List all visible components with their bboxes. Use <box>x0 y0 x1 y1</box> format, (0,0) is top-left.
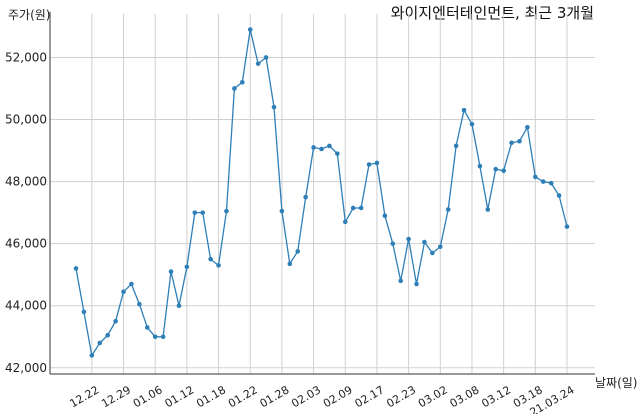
data-point <box>469 121 475 127</box>
data-point <box>350 205 356 211</box>
tick-labels: 42,000 44,000 46,000 48,000 50,000 52,000 12.2… <box>5 50 577 414</box>
data-point <box>358 205 364 211</box>
data-point <box>152 334 158 340</box>
x-tick-label: 02.03 <box>289 383 323 410</box>
y-tick-label: 52,000 <box>5 50 47 64</box>
data-point <box>216 263 221 268</box>
data-point <box>493 166 499 172</box>
data-point <box>240 79 245 85</box>
grid-lines <box>50 14 595 374</box>
x-tick-label: 03.08 <box>448 383 482 410</box>
data-point <box>564 224 570 229</box>
data-point <box>81 309 87 315</box>
data-point <box>192 210 198 215</box>
data-point <box>263 55 269 60</box>
data-point <box>445 207 451 212</box>
data-point <box>176 303 182 309</box>
data-point <box>477 163 483 169</box>
data-point <box>247 27 253 32</box>
x-tick-label: 01.28 <box>258 383 292 410</box>
data-point <box>255 61 261 66</box>
y-axis-label: 주가(원) <box>8 8 51 22</box>
data-point <box>208 256 213 262</box>
data-point <box>509 140 514 146</box>
data-point <box>105 332 110 338</box>
data-point <box>556 193 562 198</box>
data-point <box>453 143 459 149</box>
x-tick-label: 02.17 <box>353 383 387 410</box>
x-tick-label: 01.18 <box>194 383 228 410</box>
data-point <box>382 213 388 219</box>
data-point <box>390 241 396 246</box>
data-point <box>89 353 95 358</box>
data-point <box>517 138 522 144</box>
x-tick-label: 02.23 <box>384 383 418 410</box>
x-tick-label: 01.06 <box>131 383 165 410</box>
y-tick-label: 46,000 <box>5 237 47 251</box>
data-point <box>224 208 229 214</box>
data-point <box>319 146 324 152</box>
data-point <box>398 278 403 284</box>
data-point <box>461 107 467 113</box>
y-tick-label: 44,000 <box>5 299 47 313</box>
data-point <box>533 174 538 180</box>
data-point <box>525 124 530 130</box>
series <box>73 27 570 358</box>
data-point <box>342 219 348 225</box>
data-point <box>422 239 427 245</box>
data-point <box>374 160 380 166</box>
axes <box>49 12 595 375</box>
data-point <box>73 266 79 271</box>
y-tick-label: 42,000 <box>5 361 47 375</box>
x-tick-label: 12.29 <box>99 383 133 410</box>
data-point <box>97 340 103 346</box>
data-point <box>287 261 293 267</box>
x-tick-label: 03.02 <box>416 383 450 410</box>
data-point <box>121 289 126 295</box>
x-tick-label: 02.09 <box>321 383 355 410</box>
data-point <box>430 250 435 256</box>
data-point <box>303 194 308 200</box>
series-line <box>75 29 568 358</box>
data-point <box>168 269 174 274</box>
data-point <box>437 244 443 250</box>
data-point <box>548 180 554 186</box>
x-tick-label: 03.12 <box>479 383 513 410</box>
x-axis-label: 날짜(일) <box>595 376 638 390</box>
data-point <box>485 207 491 212</box>
data-point <box>129 281 134 287</box>
data-point <box>232 86 237 91</box>
data-point <box>501 168 506 174</box>
data-point <box>295 249 301 254</box>
data-point <box>184 264 190 270</box>
data-point <box>160 334 166 340</box>
data-point <box>113 318 118 324</box>
data-point <box>137 301 142 307</box>
x-tick-label: 12.22 <box>68 383 102 410</box>
x-tick-label: 01.22 <box>226 383 260 410</box>
chart-title: 와이지엔터테인먼트, 최근 3개월 <box>390 4 594 22</box>
y-tick-label: 50,000 <box>5 113 47 127</box>
data-point <box>414 281 419 287</box>
data-point <box>311 145 316 150</box>
data-point <box>366 162 372 167</box>
data-point <box>406 236 411 242</box>
data-point <box>327 143 332 149</box>
data-point <box>200 210 206 215</box>
data-point <box>144 325 150 330</box>
data-point <box>271 104 277 110</box>
data-point <box>335 151 340 156</box>
data-point <box>279 208 285 214</box>
data-point <box>540 179 546 184</box>
y-tick-label: 48,000 <box>5 175 47 189</box>
x-tick-label: 01.12 <box>163 383 197 410</box>
